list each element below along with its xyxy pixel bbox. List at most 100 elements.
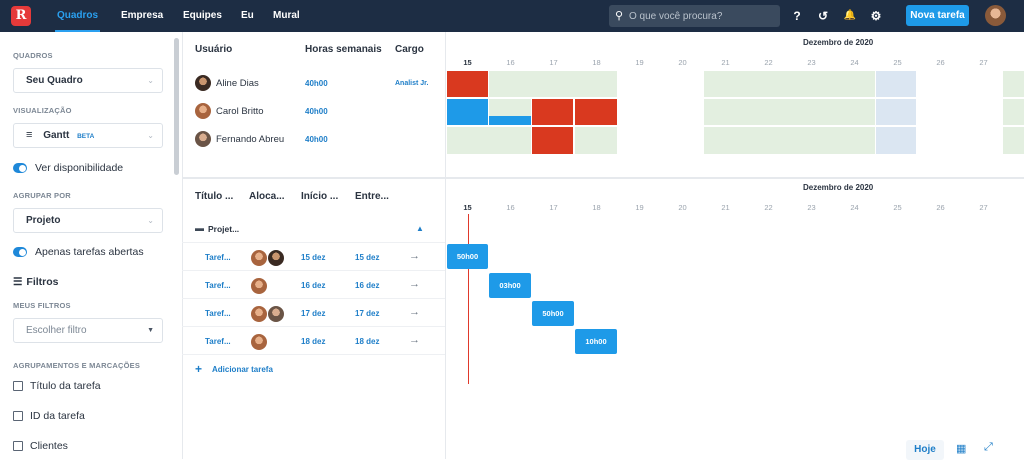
nav-eu[interactable]: Eu (241, 10, 254, 21)
nav-equipes[interactable]: Equipes (183, 10, 222, 21)
task-title[interactable]: Taref... (205, 253, 231, 262)
arrow-right-icon[interactable]: → (409, 334, 420, 346)
users-header-role[interactable]: Cargo (395, 44, 424, 55)
group-select-value: Projeto (26, 215, 61, 226)
task-title[interactable]: Taref... (205, 337, 231, 346)
gantt-bar[interactable]: 50h00 (447, 244, 488, 269)
today-button[interactable]: Hoje (906, 440, 944, 460)
project-group-label[interactable]: Projet... (208, 224, 240, 234)
workload-cell-allocated[interactable] (447, 99, 488, 125)
task-start-date[interactable]: 15 dez (301, 253, 326, 262)
gantt-bar[interactable]: 50h00 (532, 301, 574, 326)
workload-cell-weekend[interactable] (876, 99, 916, 125)
gear-icon[interactable]: ⚙ (870, 9, 882, 23)
tasks-header-allocation[interactable]: Aloca... (249, 191, 285, 202)
checkbox-task-id[interactable] (13, 411, 23, 421)
group-select[interactable]: Projeto ⌄ (13, 208, 163, 233)
workload-cell-weekend[interactable] (876, 71, 916, 97)
workload-cell-weekend[interactable] (876, 127, 916, 154)
board-select[interactable]: Seu Quadro ⌄ (13, 68, 163, 93)
tasks-header-title[interactable]: Título ... (195, 191, 234, 202)
gantt-bar[interactable]: 03h00 (489, 273, 531, 298)
workload-cell-free[interactable] (575, 127, 617, 154)
chevron-down-icon: ⌄ (147, 216, 154, 225)
workload-cell-over[interactable] (532, 127, 573, 154)
avatar (195, 131, 211, 147)
task-start-date[interactable]: 18 dez (301, 337, 326, 346)
task-start-date[interactable]: 16 dez (301, 281, 326, 290)
user-name[interactable]: Carol Britto (216, 106, 264, 117)
bell-icon[interactable]: 🔔 (843, 10, 857, 21)
workload-cell-free[interactable] (1003, 127, 1024, 154)
availability-toggle[interactable] (13, 163, 27, 173)
workload-cell-free[interactable] (1003, 99, 1024, 125)
nav-mural[interactable]: Mural (273, 10, 300, 21)
checkbox-clients[interactable] (13, 441, 23, 451)
day-label: 27 (979, 203, 988, 212)
task-end-date[interactable]: 17 dez (355, 309, 380, 318)
top-navigation-bar: R Quadros Empresa Equipes Eu Mural ⚲ ? ↺… (0, 0, 1024, 32)
tasks-header-start[interactable]: Início ... (301, 191, 339, 202)
fullscreen-icon[interactable]: ⤢ (984, 441, 993, 453)
task-end-date[interactable]: 15 dez (355, 253, 380, 262)
timeline-month: Dezembro de 2020 (803, 38, 874, 47)
day-label: 17 (549, 58, 558, 67)
row-divider (182, 242, 445, 243)
user-role[interactable]: Analist Jr. (395, 80, 429, 87)
user-name[interactable]: Fernando Abreu (216, 134, 285, 145)
open-tasks-toggle[interactable] (13, 247, 27, 257)
nav-quadros[interactable]: Quadros (55, 0, 100, 32)
search-box[interactable]: ⚲ (609, 5, 780, 27)
sidebar-scrollbar[interactable] (174, 38, 179, 175)
workload-cell-free[interactable] (447, 127, 531, 154)
help-icon[interactable]: ? (793, 9, 801, 23)
checkbox-task-title[interactable] (13, 381, 23, 391)
workload-cell-free[interactable] (704, 71, 875, 97)
user-hours[interactable]: 40h00 (305, 135, 328, 144)
day-label: 24 (850, 203, 859, 212)
arrow-right-icon[interactable]: → (409, 278, 420, 290)
day-label: 18 (592, 203, 601, 212)
user-avatar[interactable] (985, 5, 1006, 26)
day-label: 20 (678, 203, 687, 212)
workload-cell-free[interactable] (704, 127, 875, 154)
user-hours[interactable]: 40h00 (305, 79, 328, 88)
calendar-icon[interactable]: ▦ (956, 443, 967, 455)
gantt-bar[interactable]: 10h00 (575, 329, 617, 354)
workload-cell-free[interactable] (1003, 71, 1024, 97)
row-divider (182, 270, 445, 271)
task-end-date[interactable]: 16 dez (355, 281, 380, 290)
avatar (251, 334, 267, 350)
view-heading: VISUALIZAÇÃO (13, 106, 72, 115)
workload-cell-free[interactable] (704, 99, 875, 125)
app-logo[interactable]: R (11, 6, 31, 26)
users-header-hours[interactable]: Horas semanais (305, 44, 382, 55)
section-divider[interactable] (182, 177, 1024, 179)
task-start-date[interactable]: 17 dez (301, 309, 326, 318)
search-input[interactable] (629, 8, 774, 24)
workload-cell-allocated[interactable] (489, 116, 531, 125)
filters-section[interactable]: ☰ Filtros (13, 276, 59, 288)
workload-cell-free[interactable] (489, 99, 531, 116)
filter-select[interactable]: Escolher filtro ▼ (13, 318, 163, 343)
view-select[interactable]: ≡ Gantt BETA ⌄ (13, 123, 163, 148)
user-name[interactable]: Aline Dias (216, 78, 259, 89)
workload-cell-over[interactable] (575, 99, 617, 125)
workload-cell-over[interactable] (447, 71, 488, 97)
new-task-button[interactable]: Nova tarefa (906, 5, 969, 26)
task-title[interactable]: Taref... (205, 309, 231, 318)
workload-cell-over[interactable] (532, 99, 573, 125)
workload-cell-free[interactable] (489, 71, 617, 97)
users-header-user[interactable]: Usuário (195, 44, 233, 55)
arrow-right-icon[interactable]: → (409, 306, 420, 318)
task-end-date[interactable]: 18 dez (355, 337, 380, 346)
user-hours[interactable]: 40h00 (305, 107, 328, 116)
arrow-right-icon[interactable]: → (409, 250, 420, 262)
day-label: 16 (506, 58, 515, 67)
tasks-header-end[interactable]: Entre... (355, 191, 389, 202)
task-title[interactable]: Taref... (205, 281, 231, 290)
collapse-up-icon[interactable]: ▲ (416, 224, 424, 233)
nav-empresa[interactable]: Empresa (121, 10, 164, 21)
day-label: 17 (549, 203, 558, 212)
history-icon[interactable]: ↺ (817, 9, 829, 23)
